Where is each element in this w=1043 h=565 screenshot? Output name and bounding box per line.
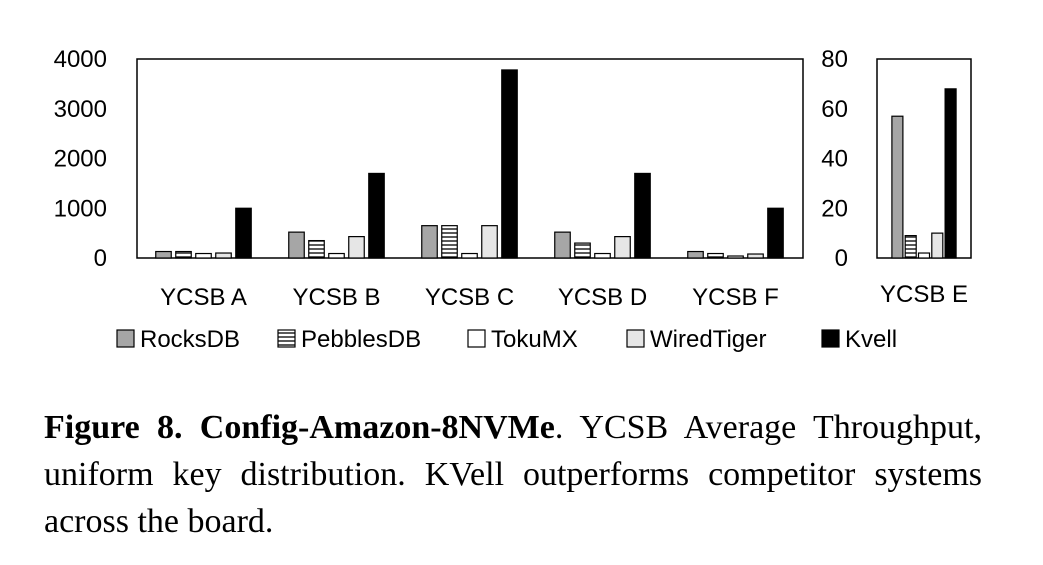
bar-pebblesdb-ycsb-f (707, 252, 724, 259)
ycsb-e-chart: 0 20 40 60 80 YCSB E (821, 46, 972, 308)
legend-swatch-kvell (821, 329, 840, 348)
bar-wiredtiger-ycsb-b (348, 236, 365, 259)
bar-pebblesdb-ycsb-a (175, 250, 192, 259)
legend-swatch-pebblesdb (277, 329, 296, 348)
y-tick-label: 40 (821, 146, 848, 173)
y-tick-label: 3000 (54, 96, 107, 123)
legend-item-wiredtiger: WiredTiger (626, 326, 766, 353)
legend-label-wiredtiger: WiredTiger (650, 326, 766, 353)
y-tick-label: 0 (835, 245, 848, 272)
x-category-label: YCSB D (558, 284, 647, 311)
bar-tokumx-ycsb-e (917, 252, 931, 259)
bar-rocksdb-ycsb-b (288, 231, 305, 259)
bar-pebblesdb-ycsb-c (441, 225, 458, 259)
y-tick-label: 0 (94, 245, 107, 272)
y-tick-label: 2000 (54, 146, 107, 173)
bar-tokumx-ycsb-a (195, 252, 212, 259)
legend-label-tokumx: TokuMX (491, 326, 578, 353)
figure-caption: Figure 8. Config-Amazon-8NVMe. YCSB Aver… (44, 404, 982, 545)
legend-item-kvell: Kvell (821, 326, 897, 353)
bar-kvell-ycsb-d (634, 172, 651, 259)
x-category-label: YCSB A (160, 284, 247, 311)
legend: RocksDB PebblesDB TokuMX WiredTiger Kvell (116, 326, 897, 353)
x-category-label: YCSB F (692, 284, 779, 311)
bar-tokumx-ycsb-b (328, 252, 345, 259)
bar-wiredtiger-ycsb-e (931, 232, 944, 259)
legend-label-rocksdb: RocksDB (140, 326, 240, 353)
y-tick-label: 20 (821, 195, 848, 222)
bar-pebblesdb-ycsb-e (904, 235, 917, 259)
bar-kvell-ycsb-a (235, 207, 252, 259)
bar-kvell-ycsb-c (501, 69, 518, 259)
bar-wiredtiger-ycsb-d (614, 236, 631, 259)
legend-label-pebblesdb: PebblesDB (301, 326, 421, 353)
legend-item-tokumx: TokuMX (467, 326, 578, 353)
bar-tokumx-ycsb-f (727, 255, 744, 259)
main-chart: 0 1000 2000 3000 4000 YCSB A YCSB B YCSB C YCSB … (54, 46, 804, 311)
caption-label: Figure 8. Config-Amazon-8NVMe (44, 409, 555, 446)
throughput-chart: 0 1000 2000 3000 4000 YCSB A YCSB B YCSB C YCSB … (54, 46, 972, 353)
bar-rocksdb-ycsb-c (421, 225, 438, 259)
y-tick-label: 80 (821, 46, 848, 73)
bar-kvell-ycsb-e (944, 88, 957, 259)
bar-rocksdb-ycsb-a (155, 250, 172, 259)
plot-frame (876, 58, 972, 259)
legend-label-kvell: Kvell (845, 326, 897, 353)
bar-wiredtiger-ycsb-c (481, 225, 498, 259)
y-tick-label: 4000 (54, 46, 107, 73)
bar-tokumx-ycsb-d (594, 252, 611, 259)
bar-pebblesdb-ycsb-d (574, 242, 591, 259)
bar-rocksdb-ycsb-d (554, 231, 571, 259)
legend-swatch-wiredtiger (626, 329, 645, 348)
bar-rocksdb-ycsb-e (891, 115, 904, 259)
bar-kvell-ycsb-f (767, 207, 784, 259)
legend-swatch-tokumx (467, 329, 486, 348)
bar-wiredtiger-ycsb-f (747, 253, 764, 259)
x-category-label: YCSB E (880, 281, 968, 308)
legend-item-pebblesdb: PebblesDB (277, 326, 421, 353)
y-tick-label: 60 (821, 96, 848, 123)
bar-rocksdb-ycsb-f (687, 250, 704, 259)
bar-wiredtiger-ycsb-a (215, 252, 232, 259)
legend-item-rocksdb: RocksDB (116, 326, 240, 353)
y-tick-label: 1000 (54, 195, 107, 222)
bar-pebblesdb-ycsb-b (308, 239, 325, 259)
bar-tokumx-ycsb-c (461, 252, 478, 259)
caption-text: . YCSB Average Throughput, uniform key d… (44, 409, 983, 540)
legend-swatch-rocksdb (116, 329, 135, 348)
bar-kvell-ycsb-b (368, 172, 385, 259)
x-category-label: YCSB B (292, 284, 380, 311)
x-category-label: YCSB C (425, 284, 514, 311)
